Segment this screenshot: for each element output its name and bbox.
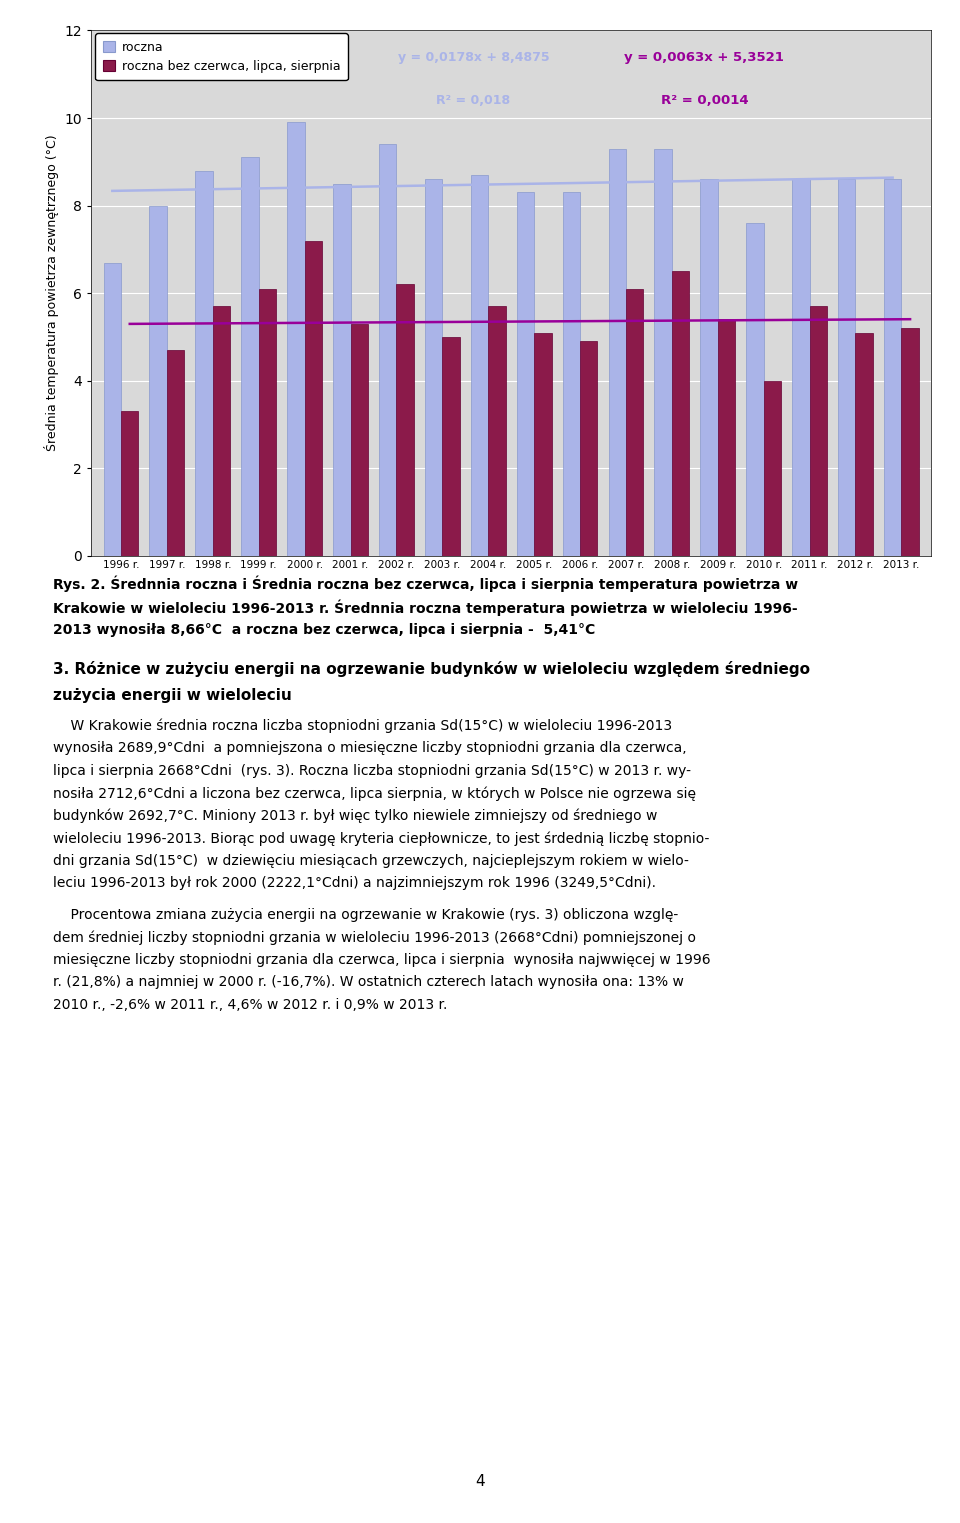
Text: y = 0,0063x + 5,3521: y = 0,0063x + 5,3521 — [624, 52, 784, 64]
Text: lipca i sierpnia 2668°Cdni  (rys. 3). Roczna liczba stopniodni grzania Sd(15°C) : lipca i sierpnia 2668°Cdni (rys. 3). Roc… — [53, 763, 691, 778]
Text: budynków 2692,7°C. Miniony 2013 r. był więc tylko niewiele zimniejszy od średnie: budynków 2692,7°C. Miniony 2013 r. był w… — [53, 809, 658, 822]
Text: wieloleciu 1996-2013. Biorąc pod uwagę kryteria ciepłownicze, to jest śrdednią l: wieloleciu 1996-2013. Biorąc pod uwagę k… — [53, 832, 709, 845]
Bar — [259, 289, 276, 556]
Bar — [350, 324, 368, 556]
Text: Procentowa zmiana zużycia energii na ogrzewanie w Krakowie (rys. 3) obliczona wz: Procentowa zmiana zużycia energii na ogr… — [53, 908, 678, 921]
Text: y = 0,0178x + 8,4875: y = 0,0178x + 8,4875 — [397, 52, 549, 64]
Text: W Krakowie średnia roczna liczba stopniodni grzania Sd(15°C) w wieloleciu 1996-2: W Krakowie średnia roczna liczba stopnio… — [53, 719, 672, 733]
Text: Krakowie w wieloleciu 1996-2013 r. Średnnia roczna temperatura powietrza w wielo: Krakowie w wieloleciu 1996-2013 r. Średn… — [53, 599, 798, 615]
Bar — [672, 271, 689, 556]
Bar — [838, 180, 855, 556]
Text: miesięczne liczby stopniodni grzania dla czerwca, lipca i sierpnia  wynosiła naj: miesięczne liczby stopniodni grzania dla… — [53, 953, 710, 967]
Bar — [792, 180, 809, 556]
Bar — [379, 145, 396, 556]
Bar — [746, 224, 763, 556]
Bar — [167, 350, 184, 556]
Bar — [196, 171, 213, 556]
Text: Rys. 2. Średnnia roczna i Średnia roczna bez czerwca, lipca i sierpnia temperatu: Rys. 2. Średnnia roczna i Średnia roczna… — [53, 576, 798, 592]
Bar — [121, 411, 138, 556]
Bar — [655, 149, 672, 556]
Text: nosiła 2712,6°Cdni a liczona bez czerwca, lipca sierpnia, w których w Polsce nie: nosiła 2712,6°Cdni a liczona bez czerwca… — [53, 786, 696, 801]
Bar — [150, 206, 167, 556]
Y-axis label: Średnia temperatura powietrza zewnętrznego (°C): Średnia temperatura powietrza zewnętrzne… — [44, 136, 59, 451]
Text: 4: 4 — [475, 1474, 485, 1489]
Text: wynosiła 2689,9°Cdni  a pomniejszona o miesięczne liczby stopniodni grzania dla : wynosiła 2689,9°Cdni a pomniejszona o mi… — [53, 742, 686, 755]
Bar — [809, 306, 827, 556]
Bar — [213, 306, 230, 556]
Bar — [626, 289, 643, 556]
Text: 2010 r., -2,6% w 2011 r., 4,6% w 2012 r. i 0,9% w 2013 r.: 2010 r., -2,6% w 2011 r., 4,6% w 2012 r.… — [53, 998, 447, 1011]
Bar — [396, 285, 414, 556]
Bar — [287, 122, 304, 556]
Text: zużycia energii w wieloleciu: zużycia energii w wieloleciu — [53, 688, 292, 702]
Text: R² = 0,0014: R² = 0,0014 — [660, 93, 748, 107]
Bar — [901, 329, 919, 556]
Legend: roczna, roczna bez czerwca, lipca, sierpnia: roczna, roczna bez czerwca, lipca, sierp… — [95, 34, 348, 81]
Bar — [884, 180, 901, 556]
Bar — [534, 332, 552, 556]
Bar — [718, 320, 735, 556]
Text: 2013 wynosiła 8,66°C  a roczna bez czerwca, lipca i sierpnia -  5,41°C: 2013 wynosiła 8,66°C a roczna bez czerwc… — [53, 623, 595, 637]
Text: leciu 1996-2013 był rok 2000 (2222,1°Cdni) a najzimniejszym rok 1996 (3249,5°Cdn: leciu 1996-2013 był rok 2000 (2222,1°Cdn… — [53, 876, 656, 891]
Bar — [855, 332, 873, 556]
Bar — [489, 306, 506, 556]
Bar — [563, 192, 580, 556]
Bar — [609, 149, 626, 556]
Bar — [470, 175, 489, 556]
Bar — [104, 262, 121, 556]
Bar — [333, 184, 350, 556]
Text: dni grzania Sd(15°C)  w dziewięciu miesiącach grzewczych, najcieplejszym rokiem : dni grzania Sd(15°C) w dziewięciu miesią… — [53, 854, 688, 868]
Bar — [580, 341, 597, 556]
Bar — [304, 241, 323, 556]
Bar — [700, 180, 718, 556]
Text: 3. Różnice w zużyciu energii na ogrzewanie budynków w wieloleciu względem średni: 3. Różnice w zużyciu energii na ogrzewan… — [53, 661, 810, 676]
Text: r. (21,8%) a najmniej w 2000 r. (-16,7%). W ostatnich czterech latach wynosiła o: r. (21,8%) a najmniej w 2000 r. (-16,7%)… — [53, 975, 684, 990]
Text: dem średniej liczby stopniodni grzania w wieloleciu 1996-2013 (2668°Cdni) pomnie: dem średniej liczby stopniodni grzania w… — [53, 931, 696, 944]
Text: R² = 0,018: R² = 0,018 — [437, 93, 511, 107]
Bar — [443, 337, 460, 556]
Bar — [516, 192, 534, 556]
Bar — [425, 180, 443, 556]
Bar — [763, 381, 781, 556]
Bar — [241, 157, 259, 556]
